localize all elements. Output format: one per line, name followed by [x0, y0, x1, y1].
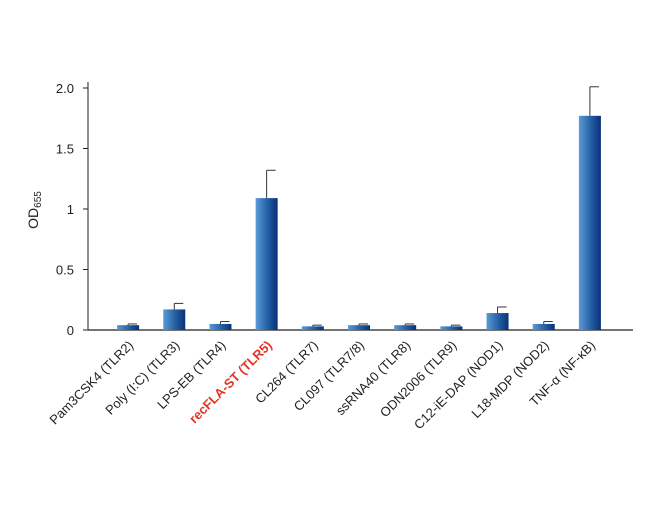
bar	[255, 198, 278, 330]
x-tick-label-highlight: recFLA-ST (TLR5)	[186, 338, 275, 427]
y-tick-label: 2.0	[56, 81, 74, 96]
bar	[117, 325, 140, 330]
y-tick-label: 0.5	[56, 263, 74, 278]
x-tick-label: C12-iE-DAP (NOD1)	[411, 338, 506, 433]
y-tick-label: 1	[67, 202, 74, 217]
bar	[163, 309, 186, 330]
x-tick-label: Pam3CSK4 (TLR2)	[46, 338, 136, 428]
y-tick-label: 0	[67, 323, 74, 338]
bar	[486, 313, 509, 330]
bar	[209, 323, 232, 330]
bar	[348, 325, 370, 330]
y-axis-label: OD655	[25, 191, 44, 229]
y-tick-label: 1.5	[56, 142, 74, 157]
x-tick-label: L18-MDP (NOD2)	[468, 338, 551, 421]
bar	[440, 326, 463, 330]
bar	[394, 325, 417, 330]
bar	[532, 323, 555, 330]
bar	[578, 115, 601, 330]
bar	[301, 326, 324, 330]
